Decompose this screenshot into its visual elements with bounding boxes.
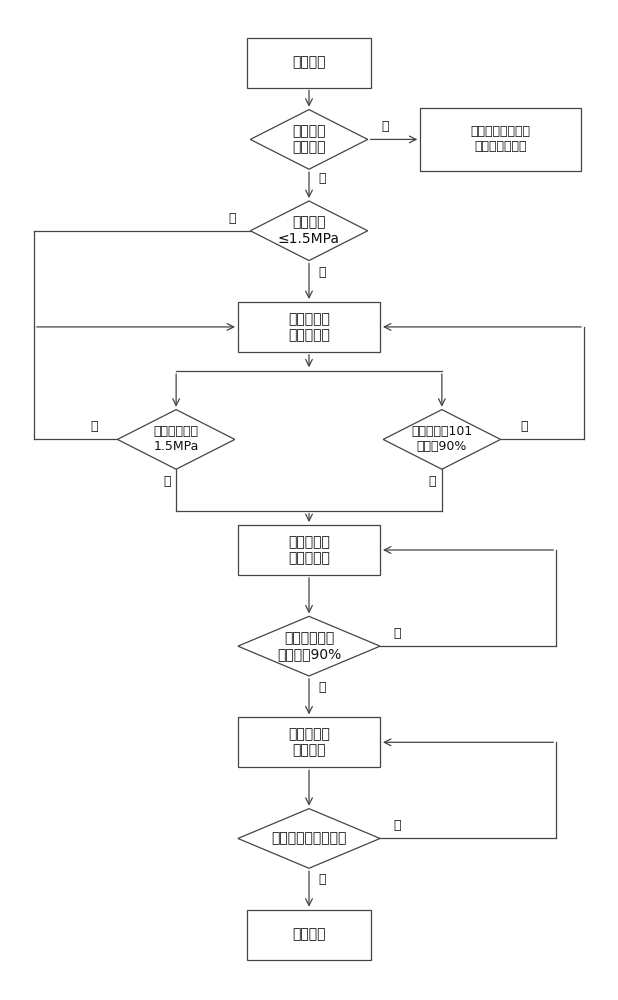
Bar: [238, 302, 380, 352]
Text: 压力是否达到
1.5MPa: 压力是否达到 1.5MPa: [153, 425, 199, 453]
Text: 增压比例阀101
输出为90%: 增压比例阀101 输出为90%: [411, 425, 473, 453]
Text: 否: 否: [228, 212, 235, 225]
Bar: [247, 38, 371, 88]
Bar: [238, 525, 380, 575]
Text: 否: 否: [90, 420, 98, 433]
Text: 进入第一阶
段增压控制: 进入第一阶 段增压控制: [288, 312, 330, 342]
Text: 否: 否: [520, 420, 528, 433]
Polygon shape: [238, 809, 380, 868]
Polygon shape: [238, 616, 380, 676]
Text: 发出报警信号，增
压启动信号复位: 发出报警信号，增 压启动信号复位: [470, 125, 531, 153]
Text: 是: 是: [319, 172, 326, 185]
Text: 增压条件
是否满足: 增压条件 是否满足: [292, 124, 326, 155]
Text: 进入第三阶
增压控制: 进入第三阶 增压控制: [288, 727, 330, 757]
Text: 否: 否: [394, 627, 401, 640]
Text: 是: 是: [319, 681, 326, 694]
Text: 是: 是: [163, 475, 171, 488]
Polygon shape: [383, 410, 501, 469]
Text: 增压结束: 增压结束: [292, 928, 326, 942]
Text: 增压启动: 增压启动: [292, 56, 326, 70]
Text: 压力是否达到
设定值的90%: 压力是否达到 设定值的90%: [277, 631, 341, 661]
Text: 是: 是: [319, 873, 326, 886]
Text: 是: 是: [429, 475, 436, 488]
Text: 压力是否
≤1.5MPa: 压力是否 ≤1.5MPa: [278, 216, 340, 246]
Text: 是: 是: [319, 266, 326, 279]
Polygon shape: [117, 410, 235, 469]
Bar: [238, 717, 380, 767]
Text: 否: 否: [394, 819, 401, 832]
Text: 否: 否: [381, 120, 389, 133]
Text: 进入第二阶
段增压控制: 进入第二阶 段增压控制: [288, 535, 330, 565]
Bar: [247, 910, 371, 960]
Bar: [420, 108, 581, 171]
Polygon shape: [250, 110, 368, 169]
Polygon shape: [250, 201, 368, 261]
Text: 压力是否到设定值？: 压力是否到设定值？: [271, 831, 347, 845]
